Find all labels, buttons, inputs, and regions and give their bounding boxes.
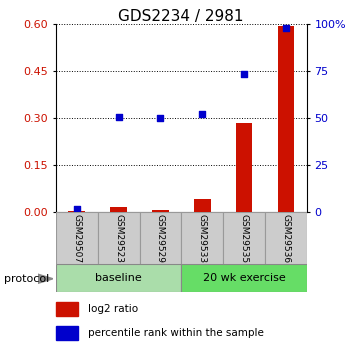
Text: GDS2234 / 2981: GDS2234 / 2981 (118, 9, 243, 23)
Text: 20 wk exercise: 20 wk exercise (203, 273, 286, 283)
FancyBboxPatch shape (56, 212, 98, 264)
FancyBboxPatch shape (140, 212, 181, 264)
Bar (56, 326, 78, 340)
FancyBboxPatch shape (56, 264, 181, 292)
Polygon shape (38, 274, 53, 283)
FancyBboxPatch shape (181, 212, 223, 264)
Text: protocol: protocol (4, 274, 49, 284)
Bar (69, 211, 85, 212)
Bar (194, 199, 211, 212)
Text: percentile rank within the sample: percentile rank within the sample (88, 328, 264, 338)
Point (74, 207, 80, 212)
Text: GSM29507: GSM29507 (72, 214, 81, 263)
Text: baseline: baseline (95, 273, 142, 283)
Text: GSM29529: GSM29529 (156, 214, 165, 263)
Text: GSM29536: GSM29536 (282, 214, 291, 263)
Bar (110, 207, 127, 212)
Point (158, 115, 164, 121)
Text: log2 ratio: log2 ratio (88, 304, 138, 314)
Bar (278, 26, 294, 212)
Point (116, 115, 122, 120)
Point (199, 112, 205, 117)
Bar (152, 210, 169, 212)
FancyBboxPatch shape (181, 264, 307, 292)
Point (241, 71, 247, 77)
Point (283, 25, 289, 31)
Text: GSM29535: GSM29535 (240, 214, 249, 263)
Text: GSM29533: GSM29533 (198, 214, 207, 263)
Text: GSM29523: GSM29523 (114, 214, 123, 263)
Bar (236, 123, 252, 212)
Bar (56, 302, 78, 316)
FancyBboxPatch shape (265, 212, 307, 264)
FancyBboxPatch shape (98, 212, 140, 264)
FancyBboxPatch shape (223, 212, 265, 264)
